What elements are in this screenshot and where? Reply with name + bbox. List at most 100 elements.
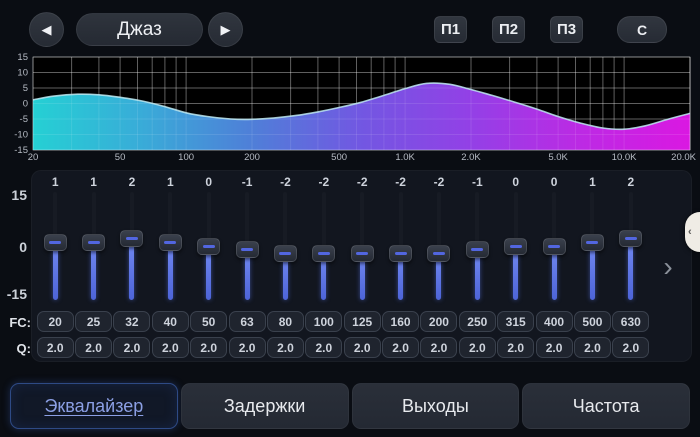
band-gain-slider[interactable] xyxy=(74,192,112,300)
eq-band-315: 0 315 2.0 xyxy=(497,170,535,360)
slider-fill xyxy=(436,253,442,300)
band-fc-chip[interactable]: 80 xyxy=(266,311,304,332)
band-gain-slider[interactable] xyxy=(190,192,228,300)
band-gain-value: -1 xyxy=(471,175,483,189)
slider-thumb[interactable] xyxy=(197,237,221,255)
band-fc-chip[interactable]: 50 xyxy=(190,311,228,332)
slider-fill xyxy=(91,242,97,300)
thumb-grip-icon xyxy=(241,248,254,252)
band-fc-chip[interactable]: 63 xyxy=(228,311,266,332)
thumb-grip-icon xyxy=(125,237,138,241)
slider-thumb[interactable] xyxy=(350,244,374,262)
band-fc-chip[interactable]: 630 xyxy=(612,311,650,332)
preset-prev-button[interactable]: ◀ xyxy=(29,12,64,47)
thumb-grip-icon xyxy=(432,251,445,255)
band-fc-chip[interactable]: 250 xyxy=(458,311,496,332)
band-gain-slider[interactable] xyxy=(228,192,266,300)
eq-band-160: -2 160 2.0 xyxy=(381,170,420,360)
fc-row-label: FC: xyxy=(9,315,31,330)
band-gain-slider[interactable] xyxy=(305,192,343,300)
eq-band-40: 1 40 2.0 xyxy=(151,170,189,360)
band-gain-slider[interactable] xyxy=(266,192,304,300)
eq-band-250: -1 250 2.0 xyxy=(458,170,496,360)
slider-thumb[interactable] xyxy=(158,233,182,251)
band-gain-slider[interactable] xyxy=(420,192,458,300)
band-gain-slider[interactable] xyxy=(573,192,611,300)
thumb-grip-icon xyxy=(317,251,330,255)
band-gain-value: 2 xyxy=(627,175,635,189)
svg-text:1.0K: 1.0K xyxy=(395,152,415,163)
band-gain-slider[interactable] xyxy=(343,192,381,300)
tab-equalizer[interactable]: Эквалайзер xyxy=(10,383,178,429)
band-q-chip[interactable]: 2.0 xyxy=(497,337,535,358)
band-q-chip[interactable]: 2.0 xyxy=(420,337,458,358)
band-fc-chip[interactable]: 100 xyxy=(305,311,343,332)
band-fc-chip[interactable]: 315 xyxy=(497,311,535,332)
tab-outputs[interactable]: Выходы xyxy=(351,383,520,429)
slider-thumb[interactable] xyxy=(619,230,643,248)
band-q-chip[interactable]: 2.0 xyxy=(75,337,113,358)
band-q-chip[interactable]: 2.0 xyxy=(113,337,151,358)
slider-fill xyxy=(129,238,135,300)
band-fc-chip[interactable]: 20 xyxy=(36,311,74,332)
slider-thumb[interactable] xyxy=(82,233,106,251)
band-fc-chip[interactable]: 125 xyxy=(343,311,381,332)
reset-button[interactable]: C xyxy=(617,16,667,43)
slider-thumb[interactable] xyxy=(389,244,413,262)
band-q-chip[interactable]: 2.0 xyxy=(36,337,74,358)
slider-thumb[interactable] xyxy=(273,244,297,262)
band-gain-value: 0 xyxy=(550,175,558,189)
band-gain-slider[interactable] xyxy=(381,192,419,300)
svg-text:-10: -10 xyxy=(14,130,28,141)
band-q-chip[interactable]: 2.0 xyxy=(382,337,420,358)
preset-next-button[interactable]: ▶ xyxy=(208,12,243,47)
preset-memory-p2-button[interactable]: П2 xyxy=(492,16,525,43)
band-fc-chip[interactable]: 25 xyxy=(75,311,113,332)
band-q-chip[interactable]: 2.0 xyxy=(458,337,496,358)
band-gain-slider[interactable] xyxy=(151,192,189,300)
slider-fill xyxy=(167,242,173,300)
slider-thumb[interactable] xyxy=(580,233,604,251)
thumb-grip-icon xyxy=(471,248,484,252)
band-q-chip[interactable]: 2.0 xyxy=(228,337,266,358)
preset-memory-p3-button[interactable]: П3 xyxy=(550,16,583,43)
tab-delays[interactable]: Задержки xyxy=(180,383,349,429)
slider-thumb[interactable] xyxy=(465,241,489,259)
band-gain-slider[interactable] xyxy=(113,192,151,300)
band-fc-chip[interactable]: 400 xyxy=(535,311,573,332)
slider-thumb[interactable] xyxy=(312,244,336,262)
slider-thumb[interactable] xyxy=(235,241,259,259)
band-q-chip[interactable]: 2.0 xyxy=(190,337,228,358)
side-drawer-handle[interactable]: ‹ xyxy=(685,212,700,252)
band-q-chip[interactable]: 2.0 xyxy=(535,337,573,358)
band-gain-slider[interactable] xyxy=(497,192,535,300)
band-fc-chip[interactable]: 160 xyxy=(382,311,420,332)
band-gain-slider[interactable] xyxy=(458,192,496,300)
band-fc-chip[interactable]: 500 xyxy=(573,311,611,332)
preset-selector[interactable]: Джаз xyxy=(76,13,203,46)
slider-thumb[interactable] xyxy=(542,237,566,255)
band-q-chip[interactable]: 2.0 xyxy=(612,337,650,358)
preset-memory-p1-button[interactable]: П1 xyxy=(434,16,467,43)
more-bands-chevron[interactable]: › xyxy=(663,251,673,282)
slider-thumb[interactable] xyxy=(43,233,67,251)
slider-thumb[interactable] xyxy=(427,244,451,262)
band-fc-chip[interactable]: 32 xyxy=(113,311,151,332)
band-gain-slider[interactable] xyxy=(535,192,573,300)
band-gain-slider[interactable] xyxy=(612,192,650,300)
slider-fill xyxy=(206,246,212,300)
band-q-chip[interactable]: 2.0 xyxy=(151,337,189,358)
band-fc-chip[interactable]: 200 xyxy=(420,311,458,332)
slider-thumb[interactable] xyxy=(120,230,144,248)
band-fc-chip[interactable]: 40 xyxy=(151,311,189,332)
thumb-grip-icon xyxy=(624,237,637,241)
band-q-chip[interactable]: 2.0 xyxy=(343,337,381,358)
slider-thumb[interactable] xyxy=(504,237,528,255)
tab-frequency[interactable]: Частота xyxy=(522,383,690,429)
arrow-left-icon: ◀ xyxy=(41,21,52,37)
band-gain-slider[interactable] xyxy=(36,192,74,300)
band-q-chip[interactable]: 2.0 xyxy=(305,337,343,358)
svg-text:5.0K: 5.0K xyxy=(548,152,568,163)
band-q-chip[interactable]: 2.0 xyxy=(573,337,611,358)
band-q-chip[interactable]: 2.0 xyxy=(266,337,304,358)
